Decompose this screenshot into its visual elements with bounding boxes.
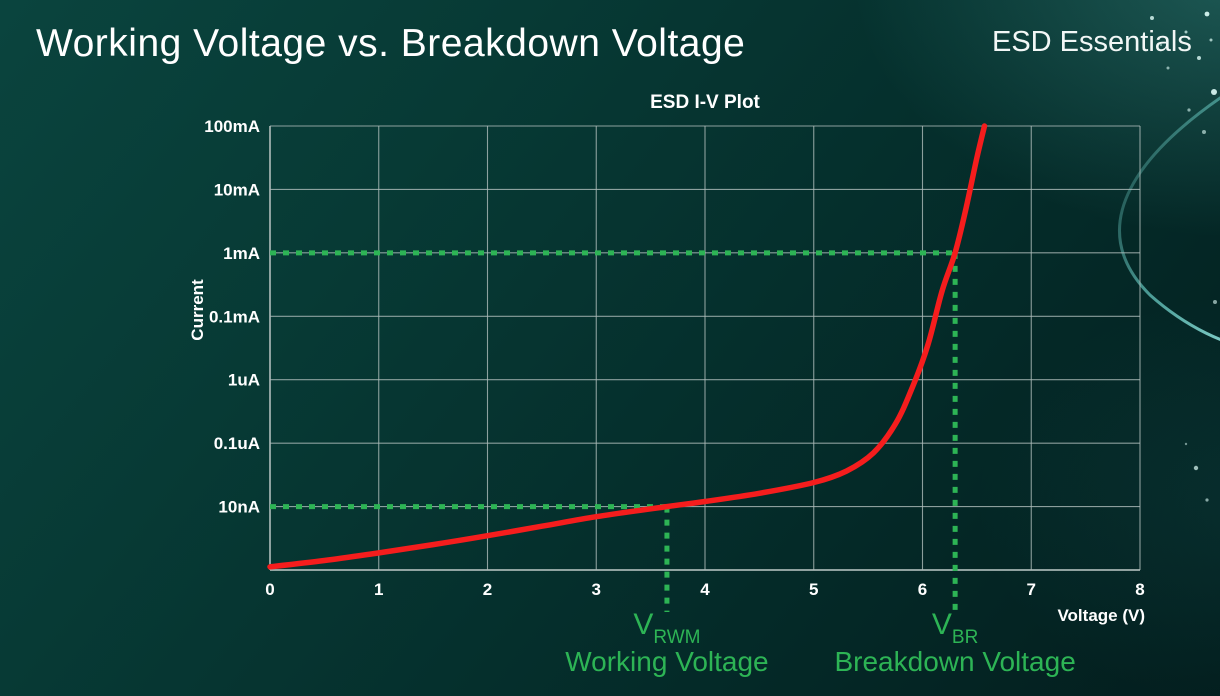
swoosh-curve: [1118, 96, 1220, 342]
annotation-breakdown-voltage: VBR Breakdown Voltage: [834, 608, 1075, 678]
svg-text:4: 4: [700, 580, 710, 599]
svg-text:10mA: 10mA: [214, 180, 260, 199]
page-title: Working Voltage vs. Breakdown Voltage: [36, 22, 746, 65]
svg-text:6: 6: [918, 580, 927, 599]
vrwm-caption: Working Voltage: [565, 646, 769, 678]
vbr-caption: Breakdown Voltage: [834, 646, 1076, 678]
annotation-working-voltage: VRWM Working Voltage: [565, 608, 768, 678]
svg-text:0.1mA: 0.1mA: [209, 307, 260, 326]
svg-text:1: 1: [374, 580, 383, 599]
chart-title: ESD I-V Plot: [650, 92, 760, 113]
brand-text: ESD Essentials: [992, 26, 1192, 58]
vbr-symbol: VBR: [931, 608, 979, 648]
svg-text:7: 7: [1027, 580, 1036, 599]
svg-text:1mA: 1mA: [223, 244, 260, 263]
svg-text:2: 2: [483, 580, 492, 599]
svg-text:100mA: 100mA: [204, 117, 260, 136]
svg-text:8: 8: [1135, 580, 1144, 599]
star-dots: [1150, 11, 1217, 502]
x-axis-title: Voltage (V): [1057, 606, 1145, 625]
svg-text:0: 0: [265, 580, 274, 599]
vrwm-symbol: VRWM: [633, 608, 701, 648]
svg-text:1uA: 1uA: [228, 371, 260, 390]
svg-text:3: 3: [592, 580, 601, 599]
svg-text:5: 5: [809, 580, 818, 599]
svg-text:0.1uA: 0.1uA: [214, 434, 260, 453]
svg-text:10nA: 10nA: [218, 498, 260, 517]
